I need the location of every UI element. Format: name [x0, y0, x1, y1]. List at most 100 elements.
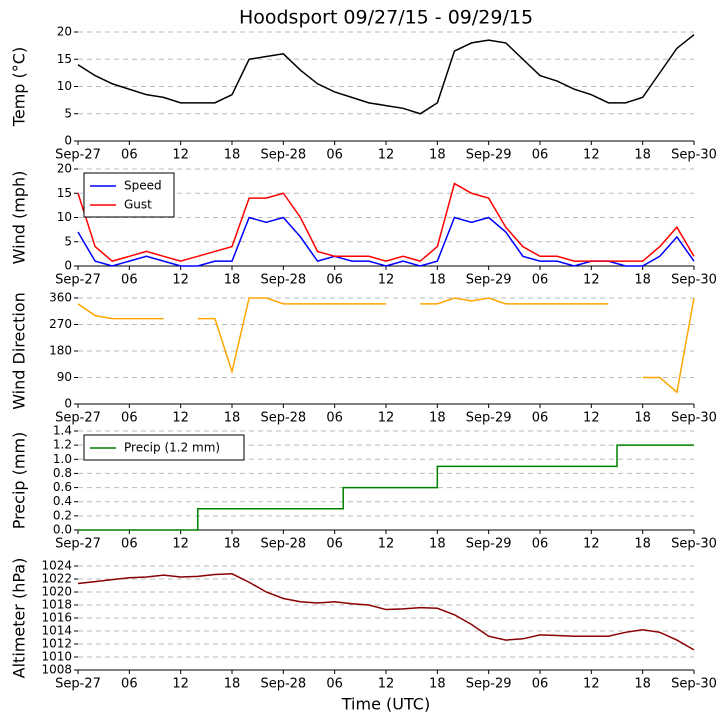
x-tick-label: 12 — [378, 677, 395, 692]
y-tick-label: 1.2 — [53, 438, 72, 452]
x-tick-label: Sep-29 — [466, 537, 512, 552]
x-tick-label: 18 — [224, 677, 241, 692]
x-tick-label: Sep-30 — [671, 677, 717, 692]
x-tick-label: 12 — [583, 148, 600, 163]
x-tick-label: Sep-27 — [55, 677, 101, 692]
x-tick-label: Sep-27 — [55, 537, 101, 552]
y-tick-label: 0.4 — [53, 494, 72, 508]
y-tick-label: 360 — [49, 291, 72, 305]
x-tick-label: 12 — [378, 537, 395, 552]
y-tick-label: 270 — [49, 317, 72, 331]
x-tick-label: Sep-30 — [671, 537, 717, 552]
data-line — [77, 573, 695, 651]
x-tick-label: 06 — [121, 677, 138, 692]
y-axis-label: Wind (mph) — [10, 171, 29, 265]
x-tick-label: 18 — [224, 273, 241, 288]
x-tick-label: Sep-29 — [466, 148, 512, 163]
x-tick-label: 18 — [429, 537, 446, 552]
x-tick-label: 12 — [378, 411, 395, 426]
data-line — [77, 34, 695, 115]
y-tick-label: 0.2 — [53, 508, 72, 522]
y-axis-label: Temp (°C) — [10, 47, 29, 127]
x-tick-label: 12 — [172, 148, 189, 163]
x-tick-label: Sep-28 — [260, 273, 306, 288]
x-tick-label: Sep-27 — [55, 411, 101, 426]
x-tick-label: 18 — [224, 537, 241, 552]
data-line — [77, 182, 695, 262]
x-tick-label: 06 — [532, 677, 549, 692]
data-line — [77, 297, 695, 394]
x-tick-label: 06 — [121, 537, 138, 552]
x-tick-label: 18 — [634, 148, 651, 163]
x-tick-label: 12 — [172, 677, 189, 692]
x-tick-label: 12 — [583, 411, 600, 426]
x-tick-label: 18 — [634, 677, 651, 692]
x-tick-label: Sep-29 — [466, 677, 512, 692]
x-axis-label: Time (UTC) — [341, 695, 430, 714]
x-tick-label: 12 — [378, 273, 395, 288]
y-tick-label: 1012 — [41, 637, 72, 651]
x-tick-label: 12 — [378, 148, 395, 163]
x-tick-label: 18 — [429, 411, 446, 426]
x-tick-label: Sep-28 — [260, 537, 306, 552]
y-axis-label: Altimeter (hPa) — [10, 558, 29, 679]
x-tick-label: 06 — [326, 537, 343, 552]
x-tick-label: 18 — [634, 411, 651, 426]
x-tick-label: 06 — [121, 148, 138, 163]
x-tick-label: 18 — [429, 677, 446, 692]
x-tick-label: 12 — [583, 537, 600, 552]
legend-label: Precip (1.2 mm) — [124, 441, 220, 455]
x-tick-label: 18 — [429, 148, 446, 163]
x-tick-label: 06 — [326, 677, 343, 692]
x-tick-label: Sep-29 — [466, 411, 512, 426]
y-tick-label: 1.0 — [53, 452, 72, 466]
x-tick-label: Sep-29 — [466, 273, 512, 288]
x-tick-label: Sep-27 — [55, 148, 101, 163]
y-tick-label: 1010 — [41, 650, 72, 664]
y-tick-label: 15 — [57, 186, 72, 200]
x-tick-label: 12 — [172, 273, 189, 288]
y-axis-label: Wind Direction — [10, 292, 29, 410]
x-tick-label: 18 — [634, 273, 651, 288]
y-tick-label: 15 — [57, 52, 72, 66]
x-tick-label: Sep-28 — [260, 148, 306, 163]
y-tick-label: 1014 — [41, 624, 72, 638]
y-tick-label: 1008 — [41, 663, 72, 677]
y-tick-label: 0 — [64, 259, 72, 273]
y-tick-label: 5 — [64, 234, 72, 248]
y-tick-label: 1016 — [41, 611, 72, 625]
y-tick-label: 0 — [64, 134, 72, 148]
y-tick-label: 0 — [64, 397, 72, 411]
x-tick-label: 06 — [121, 273, 138, 288]
x-tick-label: Sep-30 — [671, 148, 717, 163]
chart-title: Hoodsport 09/27/15 - 09/29/15 — [239, 7, 533, 29]
x-tick-label: 12 — [172, 411, 189, 426]
x-tick-label: 12 — [583, 677, 600, 692]
y-tick-label: 180 — [49, 344, 72, 358]
x-tick-label: 18 — [224, 148, 241, 163]
x-tick-label: 06 — [532, 537, 549, 552]
y-tick-label: 1024 — [41, 559, 72, 573]
legend-box — [83, 172, 175, 218]
y-tick-label: 1.4 — [53, 424, 72, 438]
y-tick-label: 1020 — [41, 585, 72, 599]
x-tick-label: 06 — [326, 273, 343, 288]
data-line — [78, 444, 694, 531]
x-tick-label: Sep-30 — [671, 411, 717, 426]
x-tick-label: 06 — [326, 411, 343, 426]
x-tick-label: Sep-27 — [55, 273, 101, 288]
y-tick-label: 0.8 — [53, 466, 72, 480]
y-tick-label: 0.0 — [53, 523, 72, 537]
x-tick-label: 12 — [172, 537, 189, 552]
legend-label: Gust — [124, 198, 152, 212]
legend-label: Speed — [124, 179, 162, 193]
y-tick-label: 1022 — [41, 572, 72, 586]
x-tick-label: 18 — [429, 273, 446, 288]
y-tick-label: 0.6 — [53, 480, 72, 494]
y-tick-label: 5 — [64, 106, 72, 120]
y-tick-label: 20 — [57, 162, 72, 176]
y-tick-label: 20 — [57, 25, 72, 39]
y-axis-label: Precip (mm) — [10, 432, 29, 530]
x-tick-label: 12 — [583, 273, 600, 288]
